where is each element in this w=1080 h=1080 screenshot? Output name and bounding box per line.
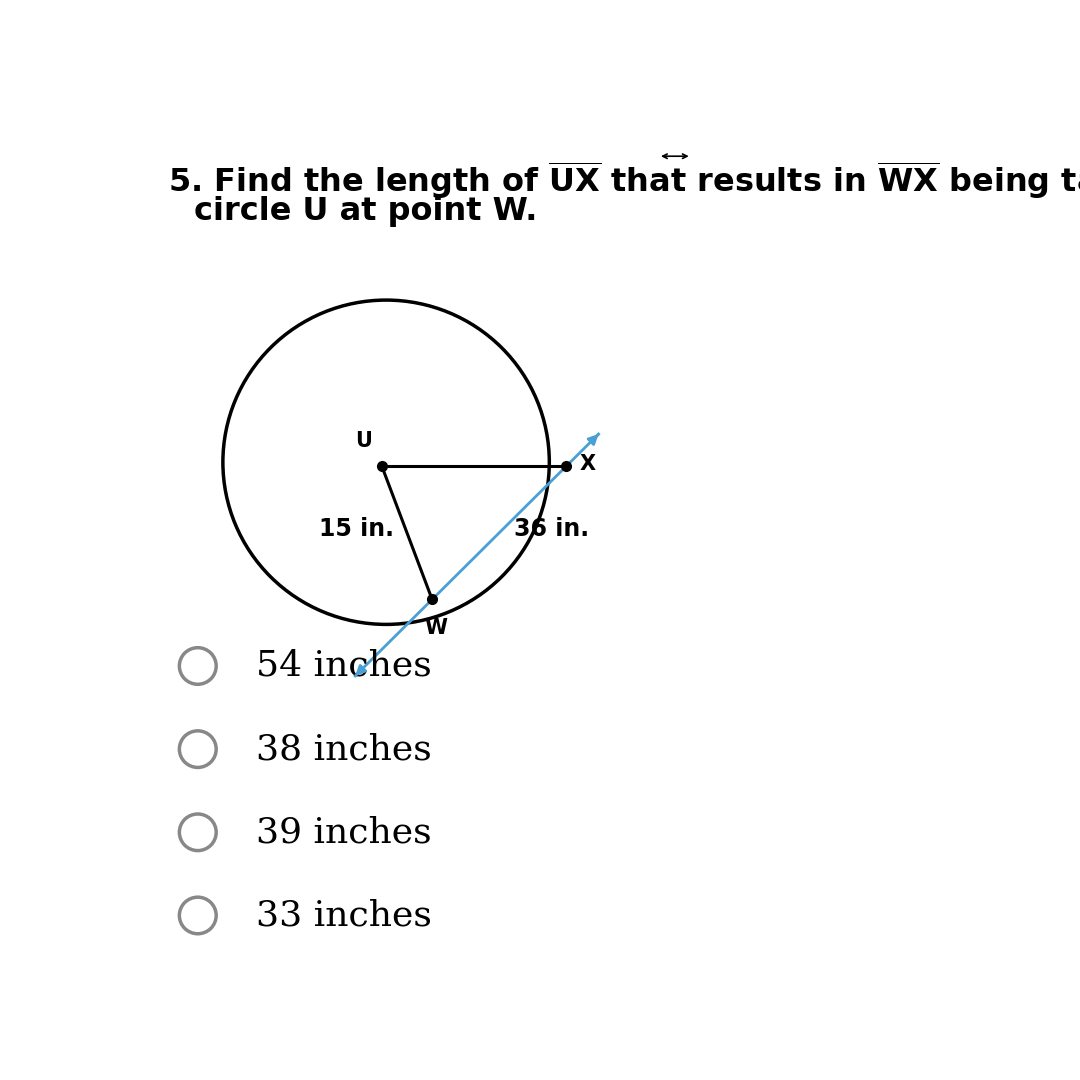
Text: 15 in.: 15 in.	[320, 516, 394, 541]
Text: 38 inches: 38 inches	[256, 732, 432, 766]
Text: 33 inches: 33 inches	[256, 899, 432, 932]
Text: X: X	[580, 454, 595, 474]
Text: 36 in.: 36 in.	[514, 516, 590, 541]
Text: 54 inches: 54 inches	[256, 649, 432, 683]
Text: 5. Find the length of $\mathbf{\overline{UX}}$ that results in $\mathbf{\overlin: 5. Find the length of $\mathbf{\overline…	[168, 159, 1080, 201]
Text: U: U	[355, 431, 372, 451]
Text: circle U at point W.: circle U at point W.	[193, 197, 537, 227]
Text: 39 inches: 39 inches	[256, 815, 432, 849]
Text: W: W	[424, 618, 448, 638]
